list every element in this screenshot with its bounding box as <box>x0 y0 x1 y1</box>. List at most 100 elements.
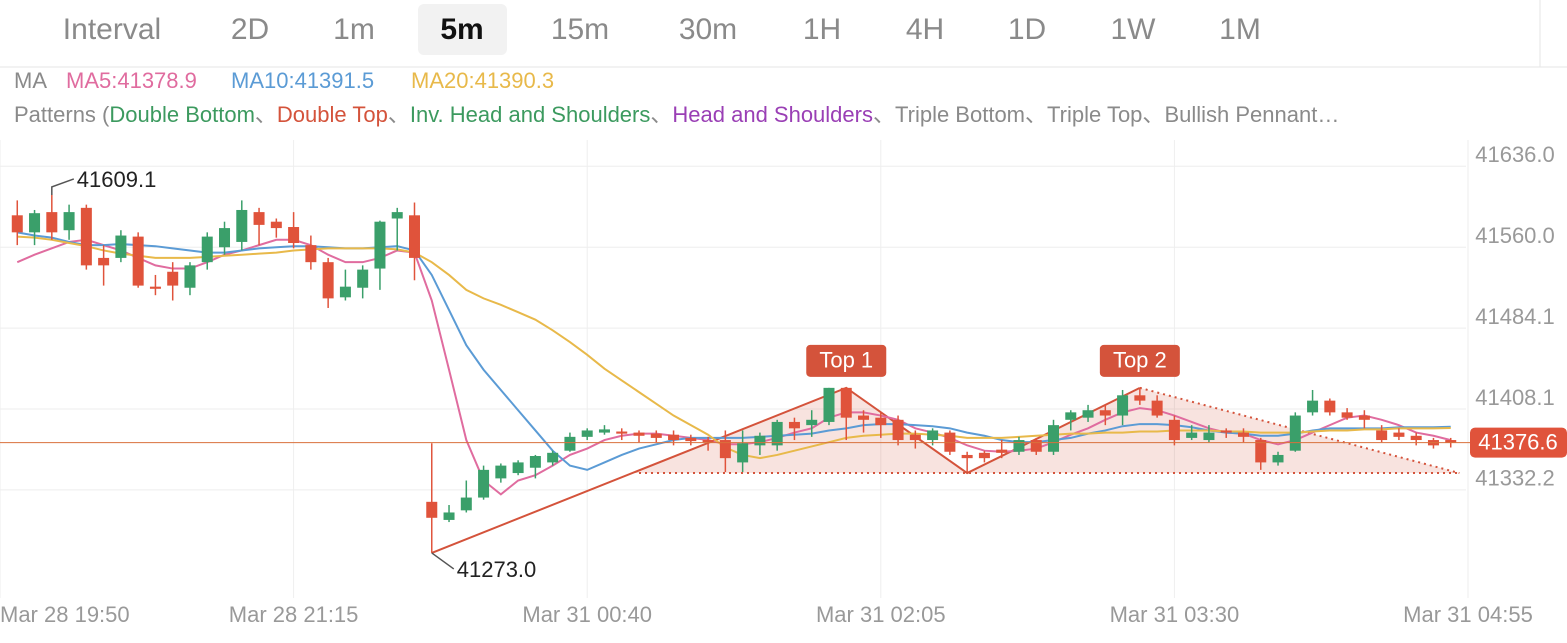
candle-body <box>633 432 645 436</box>
candle-body <box>616 431 628 434</box>
candle-body <box>598 429 610 433</box>
interval-option[interactable]: 1D <box>1008 13 1046 46</box>
candle-body <box>1307 400 1319 413</box>
candle-body <box>132 236 144 286</box>
candle-body <box>1272 454 1284 463</box>
patterns-separator: 、 <box>1142 102 1164 127</box>
candle-body <box>547 452 559 463</box>
candle-body <box>219 228 231 248</box>
patterns-separator: 、 <box>650 102 672 127</box>
pattern-item[interactable]: Triple Top <box>1047 102 1142 127</box>
candle-body <box>1048 425 1060 452</box>
plot-area <box>11 194 1460 554</box>
interval-label: Interval <box>63 13 161 46</box>
candle-body <box>1013 440 1025 452</box>
candle-body <box>305 245 317 263</box>
x-tick-label: Mar 28 21:15 <box>229 602 359 627</box>
x-tick-label: Mar 31 02:05 <box>816 602 946 627</box>
candle-body <box>357 269 369 288</box>
pattern-item[interactable]: Triple Bottom <box>895 102 1025 127</box>
candle-body <box>1220 430 1232 433</box>
pattern-item[interactable]: Double Bottom <box>109 102 255 127</box>
interval-option[interactable]: 5m <box>440 13 483 46</box>
candle-body <box>1082 410 1094 418</box>
candle-body <box>1099 410 1111 416</box>
pattern-item[interactable]: Inv. Head and Shoulders <box>410 102 651 127</box>
x-tick-label: Mar 31 03:30 <box>1110 602 1240 627</box>
candle-body <box>391 212 403 219</box>
candle-body <box>685 437 697 442</box>
candle-body <box>1203 432 1215 441</box>
candle-body <box>909 434 921 441</box>
candle-body <box>650 433 662 438</box>
last-price-label: 41376.6 <box>1478 429 1558 454</box>
ma-legend: MA10:41391.5 <box>231 68 374 93</box>
candle-body <box>1168 419 1180 441</box>
candle-body <box>1341 412 1353 418</box>
candle-body <box>771 421 783 446</box>
candle-body <box>961 454 973 459</box>
candle-body <box>1186 432 1198 438</box>
candle-body <box>737 443 749 463</box>
patterns-line: Patterns (Double Bottom、Double Top、Inv. … <box>14 102 1339 127</box>
y-tick-label: 41636.0 <box>1475 142 1555 167</box>
patterns-separator: 、 <box>388 102 410 127</box>
pattern-fill <box>632 387 1460 474</box>
candle-body <box>167 271 179 286</box>
pattern-item[interactable]: Double Top <box>277 102 388 127</box>
candle-body <box>858 415 870 420</box>
candle-body <box>1445 440 1457 443</box>
interval-option[interactable]: 1W <box>1111 13 1157 46</box>
interval-option[interactable]: 30m <box>679 13 737 46</box>
candle-body <box>1376 430 1388 441</box>
candle-body <box>996 449 1008 453</box>
candle-body <box>1410 435 1422 441</box>
pattern-item[interactable]: Bullish Pennant… <box>1164 102 1339 127</box>
candle-body <box>754 435 766 446</box>
y-tick-label: 41408.1 <box>1475 385 1555 410</box>
candle-body <box>80 207 92 266</box>
patterns-separator: 、 <box>873 102 895 127</box>
candle-body <box>1324 400 1336 413</box>
candle-body <box>1117 395 1129 416</box>
low-connector <box>431 552 455 570</box>
pattern-label-bg <box>806 344 887 377</box>
candle-body <box>29 213 41 233</box>
y-tick-label: 41560.0 <box>1475 223 1555 248</box>
interval-option[interactable]: 1M <box>1219 13 1261 46</box>
x-tick-label: Mar 31 04:55 <box>1403 602 1533 627</box>
candle-body <box>927 430 939 441</box>
x-tick-label: Mar 31 00:40 <box>522 602 652 627</box>
pattern-item[interactable]: Head and Shoulders <box>672 102 873 127</box>
interval-option[interactable]: 1m <box>333 13 375 46</box>
high-connector <box>51 178 75 195</box>
candle-body <box>443 512 455 520</box>
interval-option[interactable]: 2D <box>231 13 269 46</box>
ma-legend: MA20:41390.3 <box>411 68 554 93</box>
candle-body <box>288 227 300 243</box>
candle-body <box>253 212 265 225</box>
pattern-label-bg <box>1099 344 1180 377</box>
candle-body <box>339 286 351 298</box>
candle-body <box>840 387 852 418</box>
candle-body <box>875 417 887 426</box>
candle-body <box>719 440 731 459</box>
pattern-line-dotted <box>1139 386 1460 475</box>
interval-option[interactable]: 1H <box>803 13 841 46</box>
pattern-label: Top 1 <box>819 348 873 373</box>
candle-body <box>1358 415 1370 420</box>
indicator-label: MA <box>14 68 47 93</box>
candle-body <box>322 262 334 299</box>
candle-body <box>512 462 524 474</box>
candle-body <box>63 212 75 231</box>
interval-option[interactable]: 15m <box>551 13 609 46</box>
candle-body <box>1134 395 1146 401</box>
ma-legend: MA5:41378.9 <box>66 68 197 93</box>
y-tick-label: 41484.1 <box>1475 304 1555 329</box>
y-tick-label: 41332.2 <box>1475 466 1555 491</box>
candle-body <box>892 419 904 441</box>
interval-option[interactable]: 4H <box>906 13 944 46</box>
candle-body <box>495 465 507 479</box>
